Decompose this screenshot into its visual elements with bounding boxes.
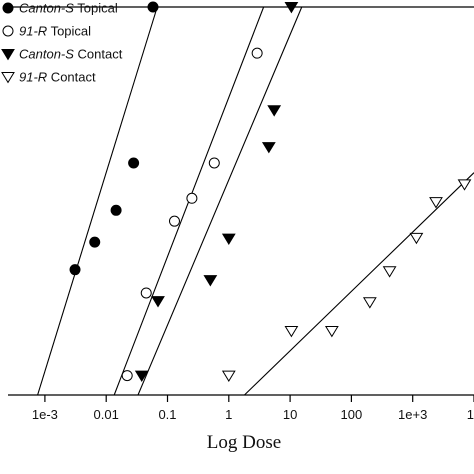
data-point — [110, 204, 122, 216]
fit-line-2 — [137, 6, 303, 396]
data-point — [261, 142, 276, 154]
data-point — [251, 47, 263, 59]
data-point — [128, 157, 140, 169]
legend-marker — [1, 49, 15, 61]
data-point — [121, 370, 133, 382]
legend-label: Canton-S Topical — [19, 1, 118, 16]
data-point — [140, 287, 152, 299]
legend-item: Canton-S Contact — [1, 47, 123, 62]
legend-marker — [1, 72, 15, 84]
x-tick-label: 10 — [283, 407, 297, 422]
x-tick-label: 1e — [467, 407, 474, 422]
x-tick-label: 1 — [225, 407, 232, 422]
data-point — [221, 370, 236, 382]
data-point — [267, 105, 282, 117]
fit-line-0 — [37, 6, 158, 396]
legend-item: Canton-S Topical — [2, 1, 118, 16]
fit-line-3 — [244, 172, 474, 396]
series-0-points — [69, 1, 159, 276]
legend-label: Canton-S Contact — [19, 47, 123, 62]
data-point — [208, 157, 220, 169]
data-points — [69, 1, 472, 382]
data-point — [409, 232, 424, 245]
legend-item: 91-R Topical — [2, 24, 91, 39]
x-axis-ticks: 1e-3 0.01 0.1 1 10 100 1e+3 1e — [32, 395, 474, 422]
legend-label: 91-R Topical — [19, 24, 91, 39]
data-point — [324, 325, 339, 338]
data-point — [284, 325, 299, 338]
legend-item: 91-R Contact — [1, 70, 96, 85]
data-point — [221, 233, 236, 246]
x-tick-label: 1e-3 — [32, 407, 58, 422]
data-point — [134, 370, 149, 382]
data-point — [382, 266, 397, 278]
x-tick-label: 0.1 — [158, 407, 176, 422]
data-point — [429, 197, 443, 209]
data-point — [168, 215, 180, 227]
data-point — [151, 296, 165, 308]
data-point — [362, 297, 377, 309]
legend-label: 91-R Contact — [19, 70, 96, 85]
x-tick-label: 100 — [341, 407, 363, 422]
series-3-points — [221, 179, 472, 382]
data-point — [186, 192, 198, 204]
data-point — [89, 236, 101, 248]
x-tick-label: 0.01 — [94, 407, 119, 422]
series-2-points — [134, 2, 299, 382]
legend-marker — [2, 2, 14, 14]
legend-marker — [2, 25, 14, 37]
data-point — [69, 264, 81, 276]
fit-lines — [37, 6, 474, 396]
legend: Canton-S Topical 91-R Topical Canton-S Con… — [1, 1, 123, 85]
series-1-points — [121, 47, 263, 382]
data-point — [457, 179, 472, 191]
data-point — [284, 2, 299, 14]
axes — [8, 6, 474, 396]
data-point — [147, 1, 159, 13]
data-point — [203, 275, 218, 287]
x-axis-title: Log Dose — [207, 432, 281, 453]
x-tick-label: 1e+3 — [398, 407, 427, 422]
